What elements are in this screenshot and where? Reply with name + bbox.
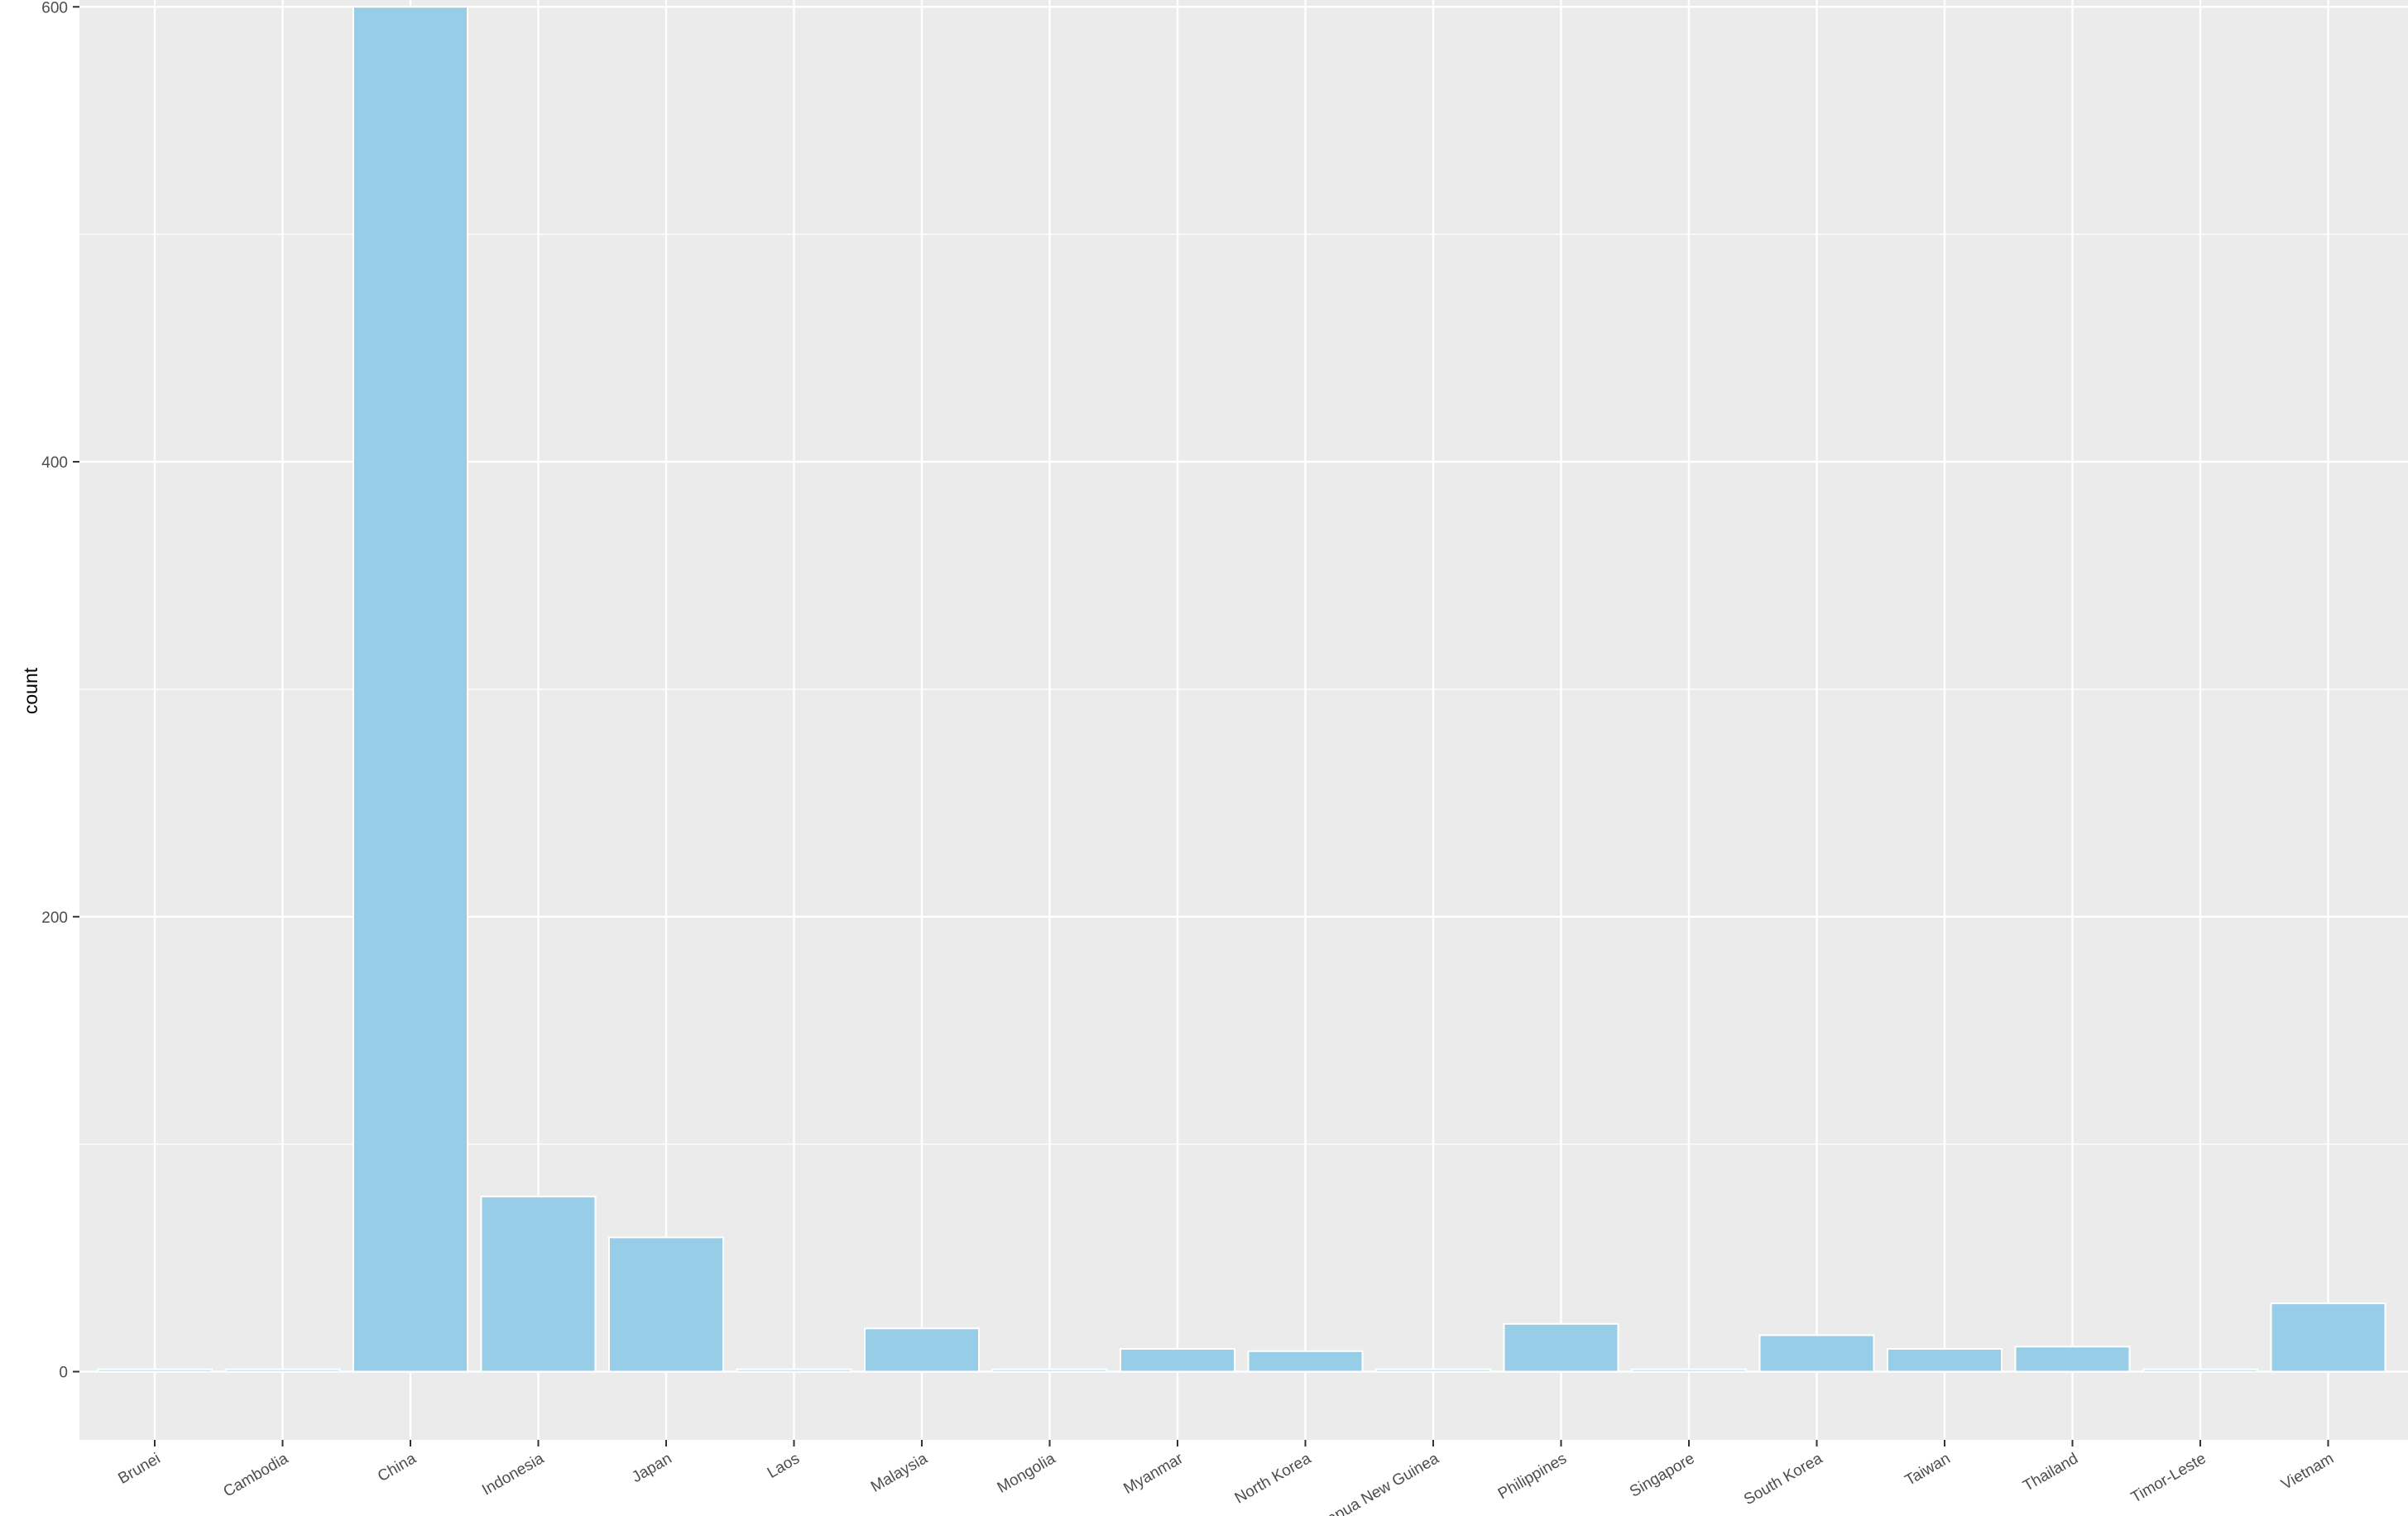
- bar-north-korea: [1247, 1350, 1364, 1373]
- bar-laos: [736, 1368, 852, 1373]
- y-axis: 0 200 400 600: [41, 0, 79, 1382]
- x-tick-label: Mongolia: [995, 1450, 1059, 1497]
- x-tick-label: Thailand: [2020, 1450, 2081, 1495]
- bar-japan: [608, 1236, 724, 1373]
- x-tick-label: Taiwan: [1902, 1450, 1954, 1490]
- bar-papua-new-guinea: [1375, 1368, 1491, 1373]
- x-tick-label: Malaysia: [868, 1450, 931, 1496]
- bars: [97, 6, 2386, 1373]
- x-tick-label: Cambodia: [220, 1450, 291, 1501]
- x-tick-label: Japan: [629, 1450, 674, 1486]
- bar-taiwan: [1887, 1348, 2003, 1373]
- bar-mongolia: [991, 1368, 1108, 1373]
- x-tick-label: Papua New Guinea: [1315, 1450, 1442, 1516]
- x-tick-label: Indonesia: [479, 1450, 547, 1499]
- bar-timor-leste: [2142, 1368, 2258, 1373]
- bar-indonesia: [480, 1195, 597, 1373]
- bar-vietnam: [2270, 1303, 2386, 1373]
- x-tick-label: North Korea: [1232, 1450, 1315, 1508]
- bar-malaysia: [864, 1327, 980, 1373]
- x-tick-label: Timor-Leste: [2128, 1450, 2209, 1507]
- y-tick-label: 0: [59, 1365, 68, 1382]
- x-tick-label: Myanmar: [1120, 1450, 1187, 1498]
- x-tick-label: Singapore: [1627, 1450, 1698, 1500]
- y-axis-title: count: [20, 667, 41, 714]
- x-tick-label: Philippines: [1495, 1450, 1570, 1503]
- x-tick-label: South Korea: [1741, 1450, 1825, 1509]
- bar-singapore: [1631, 1368, 1747, 1373]
- bar-south-korea: [1758, 1334, 1875, 1373]
- bar-thailand: [2014, 1346, 2131, 1373]
- x-tick-label: Vietnam: [2278, 1450, 2337, 1494]
- y-tick-label: 600: [41, 0, 68, 17]
- x-tick-label: China: [375, 1450, 420, 1485]
- bar-philippines: [1503, 1322, 1619, 1373]
- y-tick-label: 400: [41, 454, 68, 472]
- bar-brunei: [97, 1368, 213, 1373]
- bar-cambodia: [224, 1368, 341, 1373]
- x-tick-label: Brunei: [115, 1450, 163, 1488]
- x-tick-label: Laos: [765, 1450, 803, 1482]
- bar-myanmar: [1120, 1348, 1235, 1373]
- y-tick-label: 200: [41, 909, 68, 927]
- bar-china: [353, 6, 468, 1373]
- x-axis: Brunei Cambodia China Indonesia Japan Laos Mal…: [115, 1440, 2337, 1516]
